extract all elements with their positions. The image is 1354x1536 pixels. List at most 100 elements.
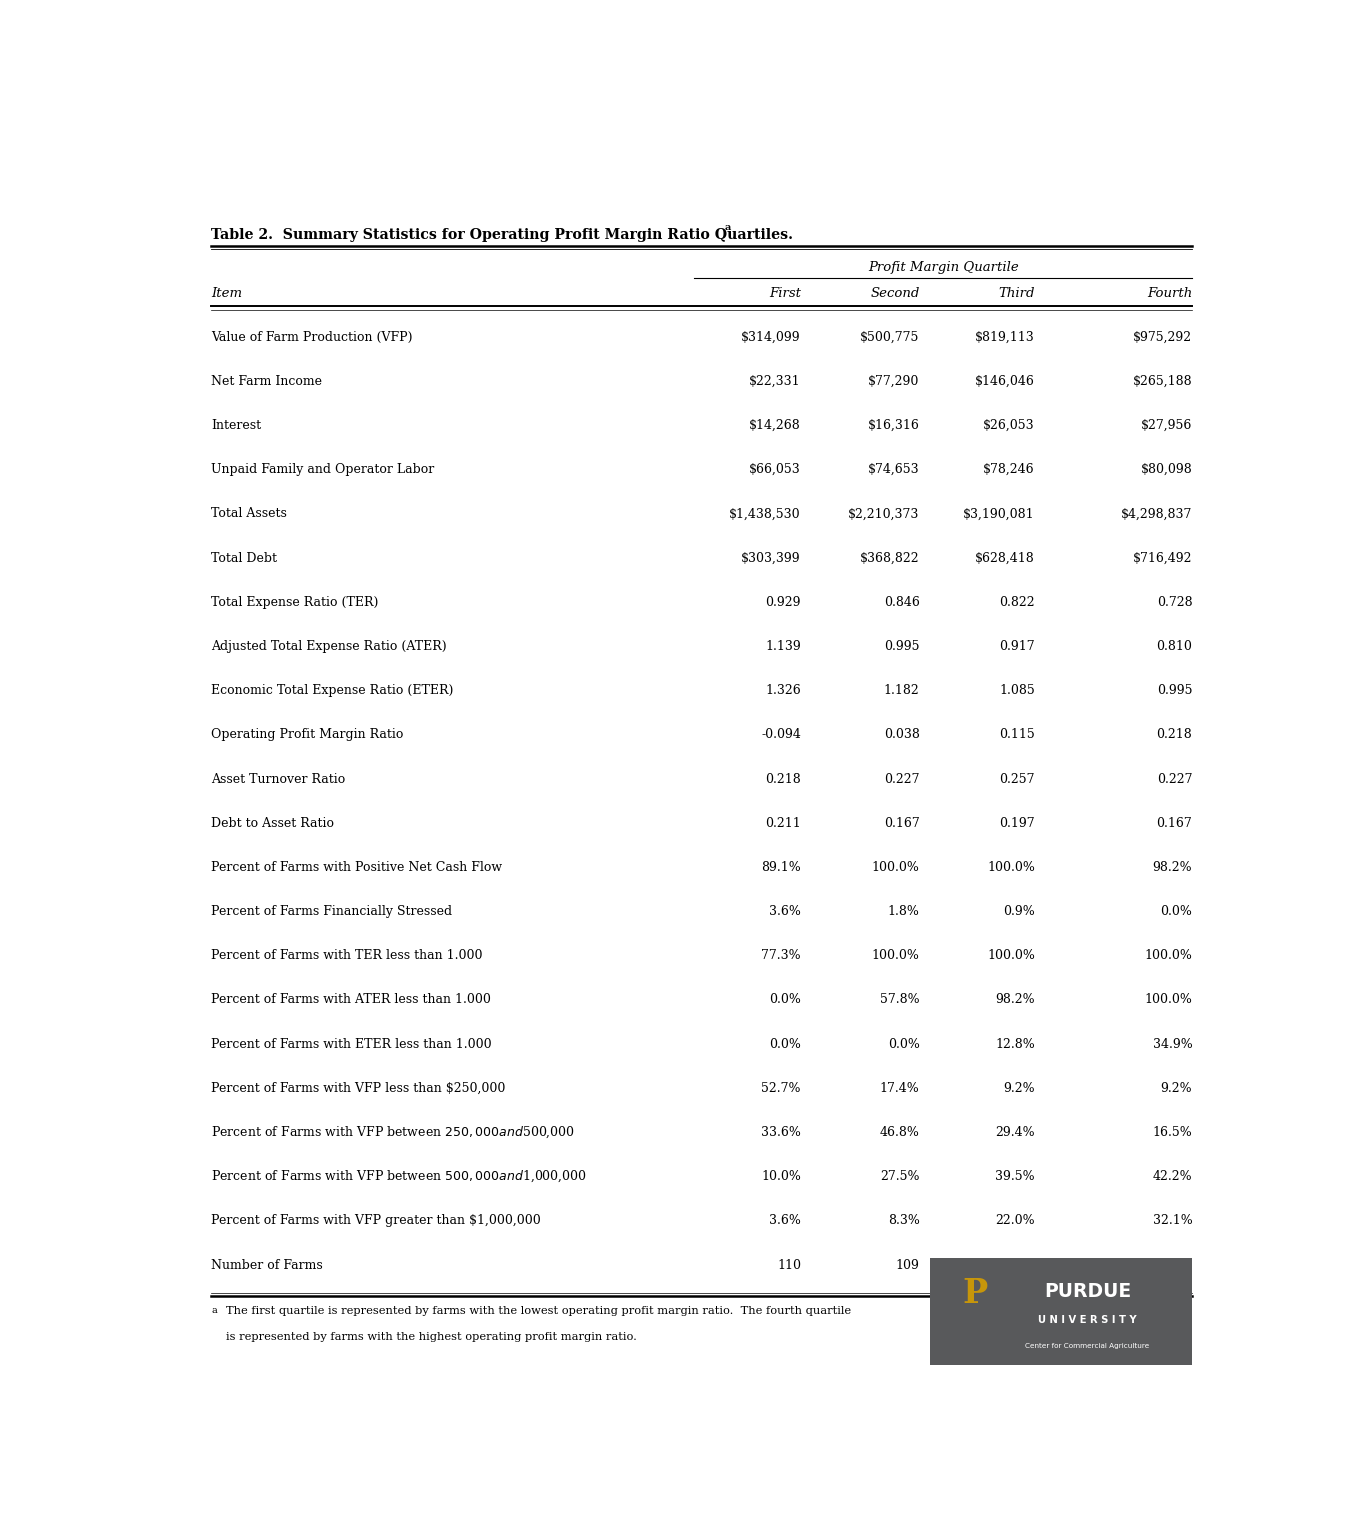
- Text: 8.3%: 8.3%: [888, 1215, 919, 1227]
- Text: 110: 110: [777, 1258, 802, 1272]
- Text: 0.822: 0.822: [999, 596, 1034, 608]
- Text: 0.810: 0.810: [1156, 641, 1193, 653]
- Text: 1.182: 1.182: [884, 684, 919, 697]
- Text: 0.038: 0.038: [884, 728, 919, 742]
- Text: a: a: [211, 1306, 217, 1315]
- Text: 0.218: 0.218: [765, 773, 802, 785]
- Text: 0.917: 0.917: [999, 641, 1034, 653]
- Text: First: First: [769, 287, 802, 300]
- Text: Economic Total Expense Ratio (ETER): Economic Total Expense Ratio (ETER): [211, 684, 454, 697]
- Text: 100.0%: 100.0%: [987, 860, 1034, 874]
- Text: 1.8%: 1.8%: [888, 905, 919, 919]
- Text: $628,418: $628,418: [975, 551, 1034, 565]
- Text: Center for Commercial Agriculture: Center for Commercial Agriculture: [1025, 1344, 1150, 1350]
- Text: 1.139: 1.139: [765, 641, 802, 653]
- Text: 9.2%: 9.2%: [1003, 1081, 1034, 1095]
- Text: Percent of Farms with VFP between $500,000 and $1,000,000: Percent of Farms with VFP between $500,0…: [211, 1169, 588, 1184]
- Text: Unpaid Family and Operator Labor: Unpaid Family and Operator Labor: [211, 464, 435, 476]
- Text: is represented by farms with the highest operating profit margin ratio.: is represented by farms with the highest…: [226, 1332, 636, 1341]
- Text: a: a: [724, 223, 731, 232]
- Text: $265,188: $265,188: [1133, 375, 1193, 387]
- Text: 0.0%: 0.0%: [1160, 905, 1193, 919]
- Text: $500,775: $500,775: [860, 330, 919, 344]
- Text: $4,298,837: $4,298,837: [1121, 507, 1193, 521]
- Text: $14,268: $14,268: [749, 419, 802, 432]
- Text: 46.8%: 46.8%: [880, 1126, 919, 1140]
- Text: 0.227: 0.227: [884, 773, 919, 785]
- Text: $314,099: $314,099: [742, 330, 802, 344]
- Text: 0.218: 0.218: [1156, 728, 1193, 742]
- Text: Percent of Farms with TER less than 1.000: Percent of Farms with TER less than 1.00…: [211, 949, 483, 962]
- Text: $2,210,373: $2,210,373: [848, 507, 919, 521]
- Text: Percent of Farms with VFP greater than $1,000,000: Percent of Farms with VFP greater than $…: [211, 1215, 542, 1227]
- Text: 89.1%: 89.1%: [761, 860, 802, 874]
- Text: 0.846: 0.846: [884, 596, 919, 608]
- Text: Percent of Farms with VFP between $250,000 and $500,000: Percent of Farms with VFP between $250,0…: [211, 1124, 575, 1140]
- Text: 0.0%: 0.0%: [769, 994, 802, 1006]
- Text: Third: Third: [998, 287, 1034, 300]
- Text: 100.0%: 100.0%: [1144, 949, 1193, 962]
- Text: $3,190,081: $3,190,081: [963, 507, 1034, 521]
- Text: 98.2%: 98.2%: [995, 994, 1034, 1006]
- Text: $716,492: $716,492: [1133, 551, 1193, 565]
- Text: P: P: [961, 1278, 987, 1310]
- Text: $74,653: $74,653: [868, 464, 919, 476]
- Text: Fourth: Fourth: [1147, 287, 1193, 300]
- Text: Second: Second: [871, 287, 919, 300]
- Text: 100.0%: 100.0%: [872, 860, 919, 874]
- Text: Total Expense Ratio (TER): Total Expense Ratio (TER): [211, 596, 379, 608]
- Text: $77,290: $77,290: [868, 375, 919, 387]
- Text: 77.3%: 77.3%: [761, 949, 802, 962]
- Text: 16.5%: 16.5%: [1152, 1126, 1193, 1140]
- Text: 27.5%: 27.5%: [880, 1170, 919, 1183]
- Text: $146,046: $146,046: [975, 375, 1034, 387]
- Text: 0.211: 0.211: [765, 817, 802, 829]
- Text: $80,098: $80,098: [1140, 464, 1193, 476]
- Text: $303,399: $303,399: [742, 551, 802, 565]
- Text: 0.728: 0.728: [1156, 596, 1193, 608]
- Text: Percent of Farms with Positive Net Cash Flow: Percent of Farms with Positive Net Cash …: [211, 860, 502, 874]
- Text: 100.0%: 100.0%: [872, 949, 919, 962]
- Text: $26,053: $26,053: [983, 419, 1034, 432]
- Text: Net Farm Income: Net Farm Income: [211, 375, 322, 387]
- Text: Total Debt: Total Debt: [211, 551, 278, 565]
- Text: 33.6%: 33.6%: [761, 1126, 802, 1140]
- Text: Asset Turnover Ratio: Asset Turnover Ratio: [211, 773, 345, 785]
- Text: Operating Profit Margin Ratio: Operating Profit Margin Ratio: [211, 728, 403, 742]
- Text: 29.4%: 29.4%: [995, 1126, 1034, 1140]
- Text: 0.227: 0.227: [1156, 773, 1193, 785]
- Text: $1,438,530: $1,438,530: [730, 507, 802, 521]
- Text: 3.6%: 3.6%: [769, 1215, 802, 1227]
- Text: PURDUE: PURDUE: [1044, 1281, 1131, 1301]
- Text: Percent of Farms Financially Stressed: Percent of Farms Financially Stressed: [211, 905, 452, 919]
- Text: $975,292: $975,292: [1133, 330, 1193, 344]
- Text: 42.2%: 42.2%: [1152, 1170, 1193, 1183]
- Text: Interest: Interest: [211, 419, 261, 432]
- Text: Number of Farms: Number of Farms: [211, 1258, 324, 1272]
- Text: 0.995: 0.995: [884, 641, 919, 653]
- Text: 1.326: 1.326: [765, 684, 802, 697]
- Text: Adjusted Total Expense Ratio (ATER): Adjusted Total Expense Ratio (ATER): [211, 641, 447, 653]
- Text: U N I V E R S I T Y: U N I V E R S I T Y: [1039, 1315, 1137, 1324]
- Text: $78,246: $78,246: [983, 464, 1034, 476]
- Text: $819,113: $819,113: [975, 330, 1034, 344]
- Text: 0.929: 0.929: [765, 596, 802, 608]
- Text: 0.0%: 0.0%: [769, 1038, 802, 1051]
- Text: Percent of Farms with ATER less than 1.000: Percent of Farms with ATER less than 1.0…: [211, 994, 492, 1006]
- Text: 22.0%: 22.0%: [995, 1215, 1034, 1227]
- Text: 57.8%: 57.8%: [880, 994, 919, 1006]
- Text: 0.9%: 0.9%: [1003, 905, 1034, 919]
- Text: Item: Item: [211, 287, 242, 300]
- Text: 109: 109: [1011, 1258, 1034, 1272]
- FancyBboxPatch shape: [930, 1258, 1193, 1364]
- Text: $22,331: $22,331: [749, 375, 802, 387]
- Text: 109: 109: [895, 1258, 919, 1272]
- Text: 0.167: 0.167: [884, 817, 919, 829]
- Text: Table 2.  Summary Statistics for Operating Profit Margin Ratio Quartiles.: Table 2. Summary Statistics for Operatin…: [211, 227, 793, 243]
- Text: 34.9%: 34.9%: [1152, 1038, 1193, 1051]
- Text: 17.4%: 17.4%: [880, 1081, 919, 1095]
- Text: 0.167: 0.167: [1156, 817, 1193, 829]
- Text: 109: 109: [1169, 1258, 1193, 1272]
- Text: 10.0%: 10.0%: [761, 1170, 802, 1183]
- Text: 100.0%: 100.0%: [1144, 994, 1193, 1006]
